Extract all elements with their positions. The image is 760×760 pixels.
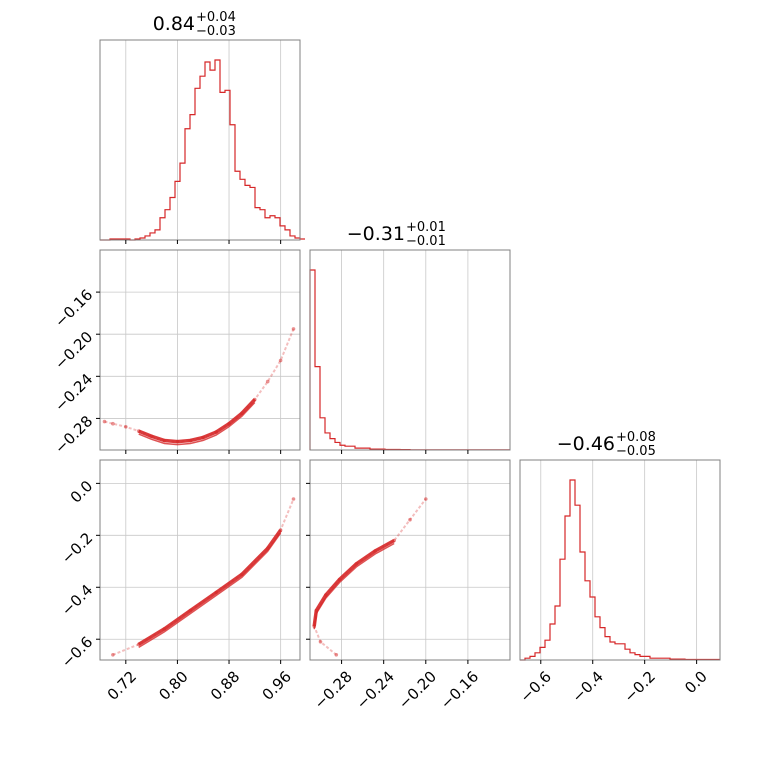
histogram-3 <box>520 479 720 661</box>
x-tick-label: −0.28 <box>311 668 356 713</box>
y-tick-label: −0.6 <box>58 633 96 671</box>
p1-vs-p2-point <box>102 419 107 424</box>
p1-vs-p3-point <box>162 627 167 631</box>
p2-vs-p3-point <box>312 624 317 628</box>
p1-vs-p3-point <box>136 642 141 647</box>
p1-vs-p2-point <box>136 429 141 433</box>
p1-vs-p2-tail <box>104 328 295 443</box>
panel-frame-1-1 <box>99 39 301 241</box>
p1-vs-p3-point <box>111 653 115 657</box>
y-tick-label: −0.4 <box>58 581 96 619</box>
y-tick-label: −0.28 <box>51 412 96 457</box>
title-2-plus: +0.01 <box>406 220 446 235</box>
y-tick-label: 0.0 <box>67 477 97 507</box>
p1-vs-p2-point <box>253 397 257 402</box>
p1-vs-p2-point <box>111 421 115 426</box>
title-2-median: −0.31 <box>347 223 405 245</box>
p2-vs-p3-point <box>337 577 342 582</box>
label-layer: 0.84 +0.04−0.03−0.31 +0.01−0.01−0.46 +0.08−… <box>51 10 711 713</box>
p1-vs-p2-point <box>278 358 283 363</box>
title-1-median: 0.84 <box>153 13 195 35</box>
p1-vs-p3-point <box>214 590 218 595</box>
p1-vs-p3-point <box>278 528 283 532</box>
p1-vs-p2-point <box>162 438 167 443</box>
x-tick-label: 0.88 <box>207 668 243 704</box>
p2-vs-p3-band <box>313 542 395 630</box>
tick-layer <box>96 240 698 664</box>
p2-vs-p3-point <box>334 653 339 657</box>
p1-vs-p3-point <box>265 546 270 551</box>
p1-vs-p3-point <box>291 497 296 501</box>
p1-vs-p2-point <box>201 435 205 440</box>
p1-vs-p2-core <box>138 398 257 444</box>
p2-vs-p3-point <box>392 538 397 543</box>
title-1-minus: −0.03 <box>196 24 236 39</box>
frame-layer <box>99 39 721 661</box>
p1-vs-p2-point <box>124 425 128 429</box>
p1-vs-p2-band <box>138 401 256 446</box>
histogram-2 <box>309 269 510 451</box>
panel-frame-2-1 <box>99 249 301 451</box>
grid-layer <box>100 40 698 660</box>
p2-vs-p3-point <box>318 640 323 644</box>
x-tick-label: 0.80 <box>155 668 191 704</box>
panel-frame-3-2 <box>309 459 511 661</box>
p2-vs-p3-tail <box>313 498 427 656</box>
x-tick-label: −0.2 <box>620 668 658 706</box>
panel-frame-3-3 <box>519 459 721 661</box>
x-tick-label: 0.0 <box>681 668 711 698</box>
x-tick-label: 0.72 <box>104 668 140 704</box>
p2-vs-p3-point <box>373 549 378 553</box>
title-1-plus: +0.04 <box>196 10 236 25</box>
p1-vs-p3-tail <box>112 498 295 656</box>
panel-frame-2-2 <box>309 249 511 451</box>
title-3-plus: +0.08 <box>616 430 656 445</box>
p2-vs-p3-point <box>314 608 319 613</box>
p2-vs-p3-point <box>354 562 359 566</box>
x-tick-label: −0.4 <box>568 668 606 706</box>
p1-vs-p3-point <box>240 572 244 577</box>
x-tick-label: −0.20 <box>395 668 440 713</box>
p1-vs-p3-point <box>188 608 193 613</box>
p2-vs-p3-point <box>324 593 328 597</box>
data-layer <box>100 59 720 661</box>
title-2-minus: −0.01 <box>406 234 446 249</box>
p1-vs-p2-point <box>265 379 270 384</box>
p1-vs-p2-point <box>188 438 193 443</box>
p2-vs-p3-point <box>424 497 428 501</box>
y-tick-label: −0.16 <box>51 286 96 331</box>
x-tick-label: −0.16 <box>437 668 482 713</box>
p1-vs-p2-point <box>240 411 244 416</box>
p1-vs-p3-band <box>138 532 282 649</box>
x-tick-label: 0.96 <box>259 668 295 704</box>
y-tick-label: −0.20 <box>51 328 96 373</box>
x-tick-label: −0.24 <box>353 668 398 713</box>
y-tick-label: −0.24 <box>51 370 96 415</box>
p1-vs-p2-point <box>214 430 218 434</box>
p2-vs-p3-core <box>312 538 396 627</box>
title-3-minus: −0.05 <box>616 444 656 459</box>
p1-vs-p2-point <box>175 439 180 444</box>
p1-vs-p2-point <box>149 434 154 439</box>
p1-vs-p2-point <box>291 327 296 331</box>
title-3-median: −0.46 <box>557 433 615 455</box>
p2-vs-p3-point <box>408 517 412 522</box>
histogram-1 <box>100 59 305 241</box>
panel-frame-3-1 <box>99 459 301 661</box>
p1-vs-p2-point <box>227 421 231 426</box>
x-tick-label: −0.6 <box>517 668 555 706</box>
y-tick-label: −0.2 <box>58 529 96 567</box>
